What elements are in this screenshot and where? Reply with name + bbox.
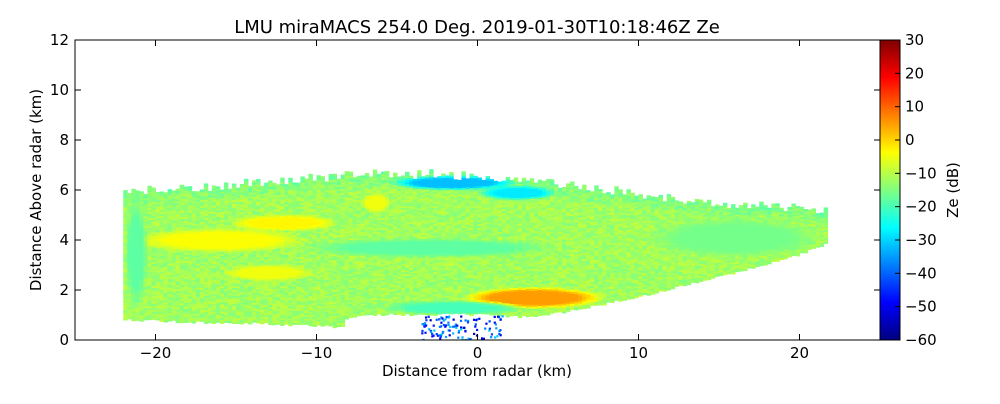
- reflectivity-cell: [349, 172, 353, 174]
- reflectivity-cell: [397, 176, 401, 178]
- reflectivity-cell: [200, 189, 204, 191]
- reflectivity-cell: [280, 178, 284, 180]
- reflectivity-cell: [224, 182, 228, 184]
- reflectivity-cell: [341, 175, 345, 177]
- reflectivity-cell: [252, 180, 256, 182]
- reflectivity-cell: [256, 179, 260, 181]
- reflectivity-cell: [292, 182, 296, 184]
- reflectivity-cell: [272, 183, 276, 185]
- reflectivity-cell: [361, 175, 365, 177]
- reflectivity-cell: [248, 186, 252, 188]
- reflectivity-cell: [357, 176, 361, 178]
- reflectivity-cell: [276, 184, 280, 186]
- reflectivity-cell: [180, 185, 184, 187]
- reflectivity-cell: [208, 191, 212, 193]
- reflectivity-cell: [172, 190, 176, 192]
- reflectivity-cell: [389, 177, 393, 179]
- reflectivity-cell: [135, 190, 139, 192]
- reflectivity-cell: [329, 174, 333, 176]
- reflectivity-cell: [127, 193, 131, 195]
- reflectivity-cell: [365, 173, 369, 175]
- reflectivity-cell: [244, 179, 248, 181]
- reflectivity-cell: [143, 194, 147, 196]
- reflectivity-cell: [164, 192, 168, 194]
- reflectivity-cell: [405, 172, 409, 174]
- reflectivity-cell: [381, 172, 385, 174]
- reflectivity-cell: [192, 191, 196, 193]
- reflectivity-cell: [236, 188, 240, 190]
- reflectivity-cell: [204, 183, 208, 185]
- reflectivity-cell: [333, 174, 337, 176]
- reflectivity-cell: [139, 191, 143, 193]
- reflectivity-cell: [240, 184, 244, 186]
- reflectivity-cell: [228, 189, 232, 191]
- reflectivity-cell: [232, 184, 236, 186]
- reflectivity-cell: [160, 192, 164, 194]
- reflectivity-cell: [345, 171, 349, 173]
- reflectivity-cell: [268, 181, 272, 183]
- reflectivity-cell: [123, 190, 127, 192]
- reflectivity-cell: [288, 178, 292, 180]
- reflectivity-cell: [260, 186, 264, 188]
- reflectivity-cell: [369, 177, 373, 179]
- reflectivity-cell: [212, 186, 216, 188]
- reflectivity-cell: [176, 189, 180, 191]
- reflectivity-cell: [312, 181, 316, 183]
- reflectivity-cell: [196, 191, 200, 193]
- reflectivity-cell: [264, 183, 268, 185]
- reflectivity-cell: [317, 175, 321, 177]
- reflectivity-cell: [325, 181, 329, 183]
- reflectivity-cell: [337, 179, 341, 181]
- reflectivity-cell: [300, 176, 304, 178]
- reflectivity-cell: [308, 174, 312, 176]
- reflectivity-cell: [296, 183, 300, 185]
- reflectivity-cell: [304, 178, 308, 180]
- reflectivity-cell: [184, 187, 188, 189]
- reflectivity-cell: [220, 190, 224, 192]
- reflectivity-field: [123, 169, 828, 342]
- reflectivity-cell: [216, 186, 220, 188]
- reflectivity-cell: [373, 170, 377, 172]
- reflectivity-cell: [401, 176, 405, 178]
- reflectivity-cell: [284, 184, 288, 186]
- chart-title: LMU miraMACS 254.0 Deg. 2019-01-30T10:18…: [234, 17, 720, 38]
- reflectivity-cell: [385, 171, 389, 173]
- reflectivity-cell: [168, 189, 172, 191]
- reflectivity-cell: [377, 174, 381, 176]
- reflectivity-cell: [131, 189, 135, 191]
- reflectivity-cell: [393, 173, 397, 175]
- reflectivity-cell: [156, 192, 160, 194]
- reflectivity-cell: [147, 186, 151, 188]
- reflectivity-cell: [321, 176, 325, 178]
- reflectivity-cell: [188, 186, 192, 188]
- reflectivity-cell: [151, 188, 155, 190]
- reflectivity-cell: [353, 177, 357, 179]
